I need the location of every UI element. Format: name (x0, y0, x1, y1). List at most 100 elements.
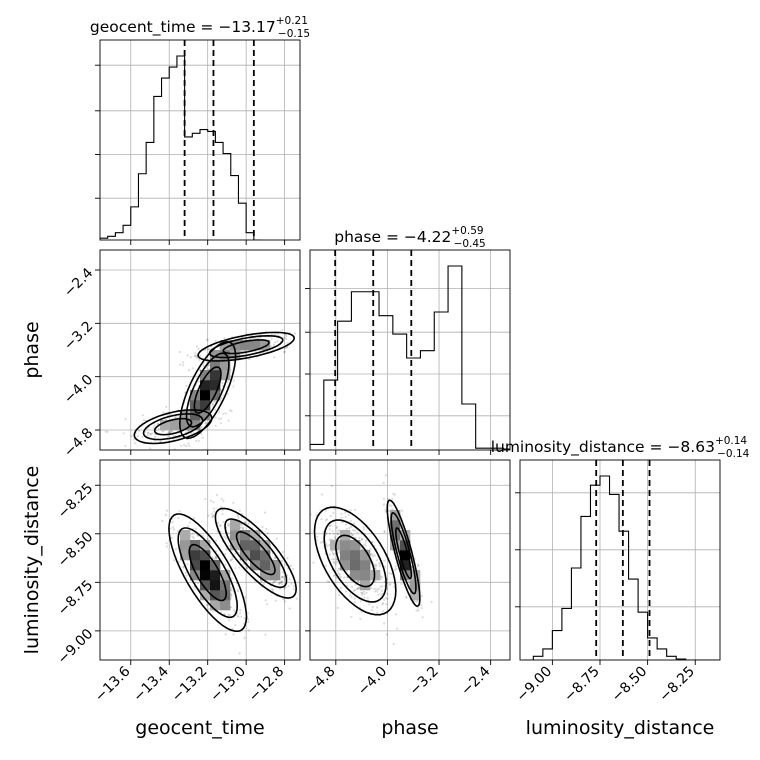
sample-point (191, 532, 194, 535)
contour-line (177, 527, 239, 619)
sample-point (277, 583, 280, 586)
scatter-phase-lumdist-contours (313, 499, 421, 616)
density-cell (190, 560, 201, 571)
sample-point (415, 600, 418, 603)
sample-point (209, 499, 212, 502)
density-cell (220, 600, 231, 611)
sample-point (232, 385, 235, 388)
sample-point (315, 514, 318, 517)
density-cell (200, 410, 211, 421)
sample-point (340, 587, 343, 590)
title-name: phase (334, 228, 381, 246)
sample-point (328, 524, 331, 528)
sample-point (273, 556, 276, 559)
contour-line (394, 527, 413, 580)
density-cell (260, 560, 271, 571)
sample-point (280, 582, 283, 586)
sample-point (333, 536, 336, 539)
density-cell (160, 420, 171, 431)
sample-point (326, 544, 329, 548)
sample-point (349, 519, 352, 523)
hist-geocent-time-frame (99, 39, 301, 241)
sample-point (206, 348, 210, 351)
sample-point (390, 572, 393, 576)
sample-point (230, 592, 233, 595)
sample-point (283, 587, 286, 590)
sample-point (152, 426, 155, 429)
x-tick-label-geocent-time: −13.2 (169, 664, 211, 706)
sample-point (420, 606, 423, 610)
sample-point (400, 582, 403, 585)
sample-point (227, 525, 230, 528)
density-cell (180, 550, 191, 561)
contour-line (222, 339, 270, 355)
sample-point (386, 587, 389, 590)
sample-point (332, 511, 335, 515)
sample-point (194, 352, 197, 355)
sample-point (379, 585, 382, 588)
sample-point (242, 563, 245, 566)
sample-point (273, 356, 276, 359)
sample-point (264, 511, 267, 514)
hist-luminosity-distance-ticks (515, 492, 696, 665)
sample-point (331, 550, 334, 553)
x-tick-label-luminosity-distance: −9.00 (514, 664, 556, 706)
density-cell (180, 420, 191, 431)
sample-point (379, 593, 382, 596)
sample-point (222, 520, 225, 523)
x-tick-label-geocent-time: −13.6 (92, 663, 134, 705)
density-cell (220, 590, 231, 601)
title-value: −13.17 (218, 18, 275, 36)
density-cell (220, 570, 231, 581)
sample-point (188, 444, 191, 447)
title-name: luminosity_distance (491, 438, 645, 457)
sample-point (246, 612, 249, 615)
sample-point (383, 530, 386, 534)
sample-point (368, 603, 371, 606)
sample-point (371, 606, 374, 609)
y-tick-label-luminosity-distance: −8.50 (55, 529, 97, 571)
scatter-geocent-phase-ticks (95, 269, 286, 455)
sample-point (147, 434, 150, 437)
sample-point (357, 586, 360, 589)
sample-point (336, 530, 339, 533)
sample-point (332, 532, 336, 536)
sample-point (361, 548, 364, 551)
density-cell (200, 400, 211, 411)
sample-point (238, 652, 241, 655)
sample-point (179, 363, 182, 366)
sample-point (231, 557, 234, 561)
sample-point (207, 368, 210, 371)
sample-point (378, 563, 381, 566)
sample-point (345, 523, 348, 526)
scatter-geocent-phase-contours (133, 331, 296, 445)
sample-point (218, 411, 221, 414)
sample-point (185, 445, 188, 448)
sample-point (165, 542, 168, 545)
sample-point (230, 587, 233, 590)
sample-point (380, 589, 383, 593)
sample-point (214, 555, 217, 559)
sample-point (165, 405, 168, 408)
sample-point (396, 627, 399, 630)
sample-point (204, 498, 207, 501)
hist-geocent-time-ticks (95, 64, 286, 245)
sample-point (182, 566, 185, 569)
sample-point (329, 524, 332, 527)
sample-point (224, 633, 227, 636)
sample-point (186, 563, 189, 566)
sample-point (200, 426, 203, 429)
sample-point (186, 354, 189, 357)
sample-point (177, 560, 180, 564)
sample-point (278, 581, 281, 585)
sample-point (327, 580, 331, 584)
title-value: −4.22 (404, 228, 452, 246)
sample-point (264, 633, 267, 636)
contour-line (153, 417, 193, 436)
sample-point (340, 512, 343, 516)
sample-point (386, 592, 389, 596)
sample-point (238, 566, 241, 569)
sample-point (237, 615, 240, 618)
sample-point (236, 514, 239, 517)
sample-point (211, 403, 214, 406)
